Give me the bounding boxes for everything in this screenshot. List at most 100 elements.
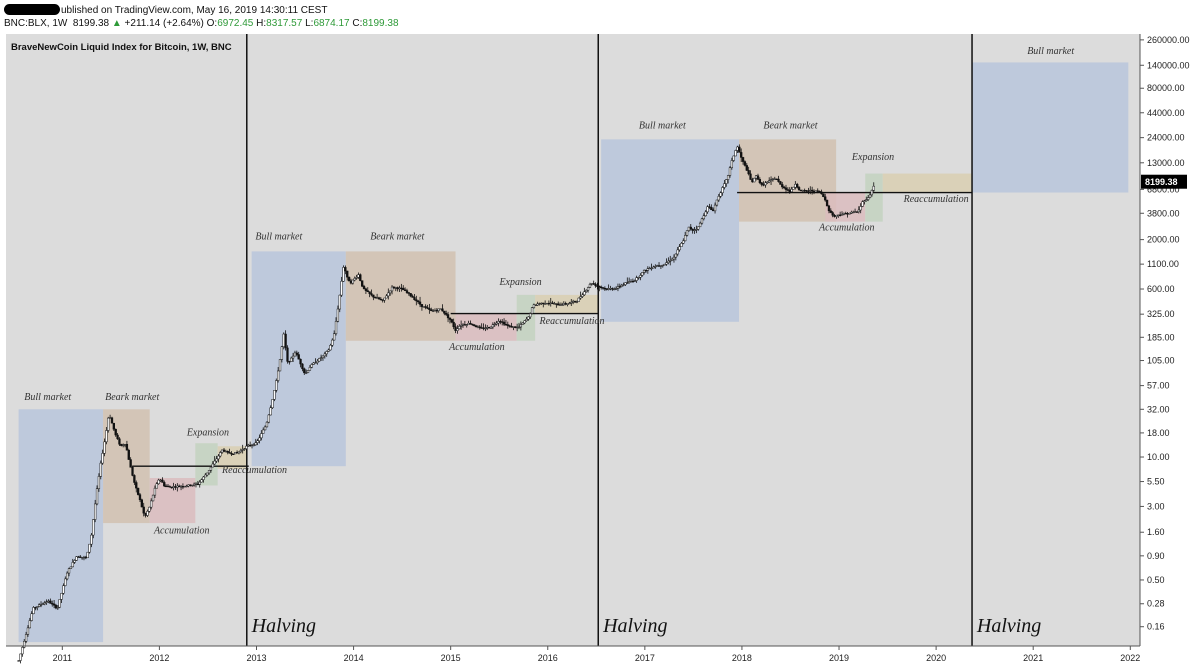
candle-body [527, 316, 530, 320]
candle-body [34, 607, 37, 609]
candle-body [24, 634, 28, 642]
annotation-bear: Beark market [370, 232, 424, 243]
candle-body [116, 434, 119, 440]
candle-body [344, 267, 347, 272]
candle-body [600, 286, 603, 289]
candle-body [101, 453, 104, 464]
plot-area[interactable] [6, 34, 1140, 646]
candle-body [389, 290, 392, 294]
candle-body [220, 449, 224, 453]
candle-body [667, 260, 670, 263]
price-tick-label: 140000.00 [1147, 60, 1190, 70]
candle-body [318, 358, 321, 362]
candle-body [39, 604, 43, 606]
candle-body [36, 606, 39, 608]
candle-body [816, 190, 819, 192]
candle-body [616, 286, 620, 289]
price-tick-label: 0.50 [1147, 575, 1165, 585]
candle-body [672, 256, 676, 260]
candle-body [433, 310, 437, 312]
candle-body [47, 600, 50, 603]
price-tick-label: 57.00 [1147, 381, 1170, 391]
low-value: 6874.17 [313, 18, 350, 29]
candle-body [405, 290, 409, 293]
candle-body [136, 487, 140, 495]
candle-body [168, 486, 172, 488]
candle-body [62, 585, 65, 594]
candle-body [758, 179, 762, 183]
candle-body [833, 215, 836, 217]
candle-body [260, 433, 263, 439]
candle-body [267, 414, 270, 423]
candle-body [501, 321, 504, 323]
candle-body [90, 534, 93, 545]
candle-body [138, 494, 142, 500]
publish-info: ublished on TradingView.com, May 16, 201… [4, 4, 327, 16]
candle-body [129, 459, 132, 468]
time-tick-label: 2019 [829, 653, 849, 663]
candle-body [417, 300, 420, 303]
candle-body [698, 222, 702, 228]
price-tick-label: 2000.00 [1147, 235, 1180, 245]
candle-body [473, 324, 476, 327]
candle-body [247, 444, 250, 447]
candle-body [454, 326, 457, 331]
time-tick-label: 2017 [635, 653, 655, 663]
candle-body [196, 483, 200, 486]
candle-body [131, 467, 134, 476]
candle-body [586, 287, 590, 291]
candle-body [486, 327, 489, 329]
candle-body [288, 361, 291, 363]
candle-body [112, 422, 115, 430]
candle-body [30, 613, 33, 621]
price-tick-label: 13000.00 [1147, 158, 1185, 168]
candle-body [183, 485, 186, 488]
candle-body [17, 660, 20, 662]
candle-body [517, 326, 521, 329]
candle-body [801, 190, 804, 192]
candle-body [256, 440, 259, 443]
candle-body [712, 209, 715, 212]
candle-body [773, 178, 776, 180]
candle-body [437, 308, 440, 311]
candle-body [652, 266, 655, 269]
candle-body [441, 308, 444, 312]
annotation-expansion: Expansion [498, 277, 541, 288]
candle-body [506, 324, 509, 326]
candle-body [235, 452, 239, 454]
candle-body [476, 326, 480, 328]
last-price-label: 8199.38 [1145, 177, 1178, 187]
candle-body [43, 602, 46, 605]
candle-body [215, 458, 218, 462]
candle-body [338, 294, 341, 310]
time-axis[interactable]: 2011 2012 2013 2014 2015 2016 2017 2018 2019 2020… [6, 645, 1140, 663]
candle-body [611, 288, 614, 290]
candle-body [209, 466, 213, 471]
candle-body [670, 258, 674, 261]
candle-body [374, 296, 377, 299]
halving-label: Halving [251, 615, 316, 637]
candle-body [51, 603, 54, 605]
annotation-expansion: Expansion [851, 152, 894, 163]
candle-body [659, 265, 663, 267]
candle-body [566, 303, 569, 305]
candle-body [362, 286, 366, 290]
annotation-bull: Bull market [639, 120, 686, 131]
candle-body [825, 199, 829, 207]
candle-body [413, 297, 416, 300]
price-axis[interactable]: 260000.00 140000.00 80000.00 44000.00 24000.… [1139, 34, 1190, 646]
candle-body [628, 281, 631, 283]
candle-body [368, 291, 371, 294]
candle-body [271, 399, 274, 408]
candle-body [206, 472, 209, 476]
annotation-bull: Bull market [24, 392, 71, 403]
time-tick-label: 2014 [344, 653, 364, 663]
candle-body [439, 308, 442, 310]
candle-body [105, 430, 108, 443]
candle-body [409, 293, 412, 297]
candle-body [726, 175, 730, 180]
candle-body [730, 160, 734, 168]
candle-body [818, 190, 821, 193]
price-tick-label: 6800.00 [1147, 184, 1180, 194]
